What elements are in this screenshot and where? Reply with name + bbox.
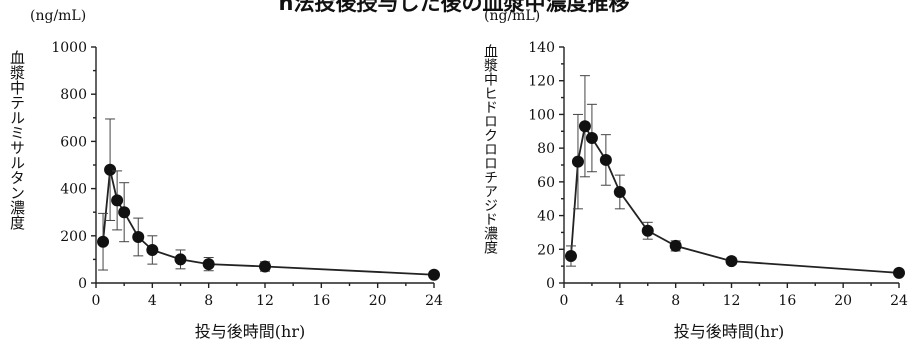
x-tick-label: 24: [890, 293, 908, 309]
y-tick-label: 1000: [51, 40, 87, 56]
y-unit-label: (ng/mL): [30, 8, 87, 24]
data-point: [893, 266, 905, 279]
x-tick-label: 8: [671, 293, 680, 309]
x-tick-label: 0: [560, 293, 569, 309]
y-axis-label: 血漿中テルミサルタン濃度: [8, 50, 26, 230]
data-point: [132, 230, 145, 243]
y-tick-label: 200: [60, 229, 87, 245]
y-tick-label: 800: [60, 87, 87, 103]
data-point: [578, 120, 591, 133]
x-tick-label: 8: [204, 293, 213, 309]
data-point: [564, 250, 577, 263]
data-point: [118, 206, 131, 219]
y-tick-label: 80: [537, 141, 555, 157]
y-tick-label: 0: [78, 276, 87, 292]
chart-plot-hydrochlorothiazide: 0 20 40 60 80 100 120 140 0 4 8 12 16 20 24: [528, 40, 908, 309]
data-point: [111, 194, 124, 207]
y-tick-label: 600: [60, 134, 87, 150]
x-tick-label: 16: [312, 293, 330, 309]
data-point: [97, 235, 110, 248]
y-tick-label: 120: [528, 74, 555, 90]
x-axis-label: 投与後時間(hr): [194, 322, 306, 341]
x-axis-label: 投与後時間(hr): [673, 322, 785, 341]
data-point: [725, 255, 738, 268]
x-tick-label: 12: [723, 293, 741, 309]
data-point: [641, 224, 654, 237]
data-point: [202, 258, 215, 271]
data-point: [585, 132, 598, 145]
data-point: [613, 185, 626, 198]
x-tick-label: 20: [369, 293, 387, 309]
data-point: [259, 260, 271, 273]
y-tick-label: 60: [537, 175, 555, 191]
y-tick-label: 0: [546, 276, 555, 292]
y-unit-label: (ng/mL): [484, 8, 541, 24]
data-point: [428, 268, 440, 281]
x-tick-label: 24: [425, 293, 443, 309]
x-tick-label: 4: [615, 293, 624, 309]
x-tick-label: 20: [834, 293, 852, 309]
x-tick-label: 4: [148, 293, 157, 309]
chart-panel-telmisartan: (ng/mL) 血漿中テルミサルタン濃度 投与後時間(hr) 0 200 400 60…: [8, 8, 443, 341]
chart-plot-telmisartan: 0 200 400 600 800 1000 0 4 8 12 16 20 24: [51, 40, 443, 309]
y-tick-label: 40: [537, 209, 555, 225]
page-title: n法投後授与した後の血漿中濃度推移: [278, 0, 630, 15]
x-tick-label: 12: [256, 293, 274, 309]
data-point: [104, 163, 117, 176]
y-tick-label: 20: [537, 242, 555, 258]
y-tick-label: 400: [60, 182, 87, 198]
x-tick-label: 0: [92, 293, 101, 309]
data-point: [174, 253, 187, 266]
data-point: [599, 153, 612, 166]
series-line: [570, 123, 900, 274]
data-point: [571, 155, 584, 168]
chart-panel-hydrochlorothiazide: (ng/mL) 血漿中ヒドロクロロチアジド濃度 投与後時間(hr) 0 20 40 6…: [454, 0, 908, 343]
y-tick-label: 140: [528, 40, 555, 56]
y-axis-label: 血漿中ヒドロクロロチアジド濃度: [482, 44, 498, 254]
x-tick-label: 16: [778, 293, 796, 309]
y-tick-label: 100: [528, 107, 555, 123]
series-line: [102, 169, 435, 276]
data-point: [669, 239, 682, 252]
data-point: [146, 243, 159, 256]
